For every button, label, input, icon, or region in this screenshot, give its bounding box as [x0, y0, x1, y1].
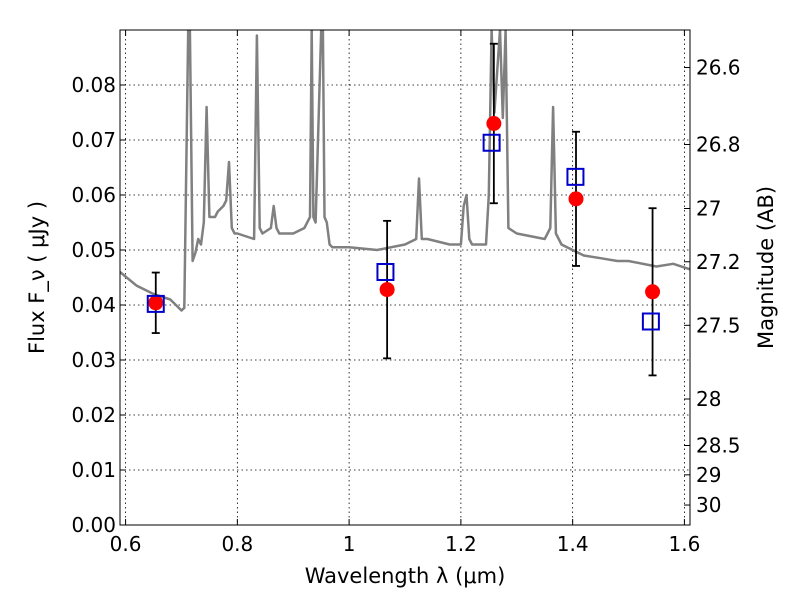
y-tick-label: 0.01 — [71, 458, 116, 482]
right-tick-label: 27.2 — [696, 250, 741, 274]
grid-lines — [120, 30, 690, 526]
y-tick-label: 0.06 — [71, 183, 116, 207]
y-tick-label: 0.00 — [71, 513, 116, 537]
observed-point — [645, 284, 661, 300]
right-tick-label: 26.8 — [696, 132, 741, 156]
y-tick-label: 0.04 — [71, 293, 116, 317]
x-tick-label: 1.2 — [445, 532, 477, 556]
right-axis-label: Magnitude (AB) — [754, 186, 778, 349]
error-bars — [151, 42, 657, 377]
observed-point — [568, 191, 584, 207]
right-tick-label: 28.5 — [696, 434, 741, 458]
x-tick-label: 0.8 — [221, 532, 253, 556]
observed-point — [379, 282, 395, 298]
right-tick-label: 27.5 — [696, 313, 741, 337]
right-tick-label: 29 — [696, 463, 721, 487]
right-tick-label: 28 — [696, 387, 721, 411]
y-tick-label: 0.05 — [71, 238, 116, 262]
observed-point — [486, 116, 502, 131]
x-tick-label: 1 — [343, 532, 356, 556]
x-tick-label: 1.4 — [557, 532, 589, 556]
y-axis-label: Flux F_ν ( μJy ) — [25, 201, 50, 354]
observed-point — [148, 295, 164, 311]
model-photometry-point — [146, 294, 165, 313]
model-photometry-point — [566, 167, 585, 186]
model-spectrum-line — [120, 30, 690, 312]
right-tick-label: 27 — [696, 197, 721, 221]
y-tick-label: 0.08 — [71, 73, 116, 97]
model-photometry-points — [146, 133, 660, 331]
x-axis-ticks: 0.6 0.8 1 1.2 1.4 1.6 — [110, 30, 701, 556]
model-photometry-point — [482, 133, 501, 152]
model-photometry-point — [376, 263, 395, 281]
right-tick-label: 26.6 — [696, 56, 741, 80]
y-tick-label: 0.02 — [71, 403, 116, 427]
y-axis-ticks: 0.00 0.01 0.02 0.03 0.04 0.05 0.06 0.07 0.08 — [71, 73, 126, 537]
model-photometry-point — [641, 312, 660, 331]
y-tick-label: 0.07 — [71, 128, 116, 152]
plot-frame — [119, 29, 691, 526]
y-tick-label: 0.03 — [71, 348, 116, 372]
observed-points — [148, 116, 661, 311]
x-axis-label: Wavelength λ (μm) — [305, 564, 506, 588]
x-tick-label: 1.6 — [669, 532, 701, 556]
right-tick-label: 30 — [696, 493, 721, 517]
right-axis-ticks: 26.6 26.8 27 27.2 27.5 28 28.5 29 30 — [684, 56, 741, 517]
x-tick-label: 0.6 — [110, 532, 142, 556]
model-spectrum — [120, 30, 690, 312]
